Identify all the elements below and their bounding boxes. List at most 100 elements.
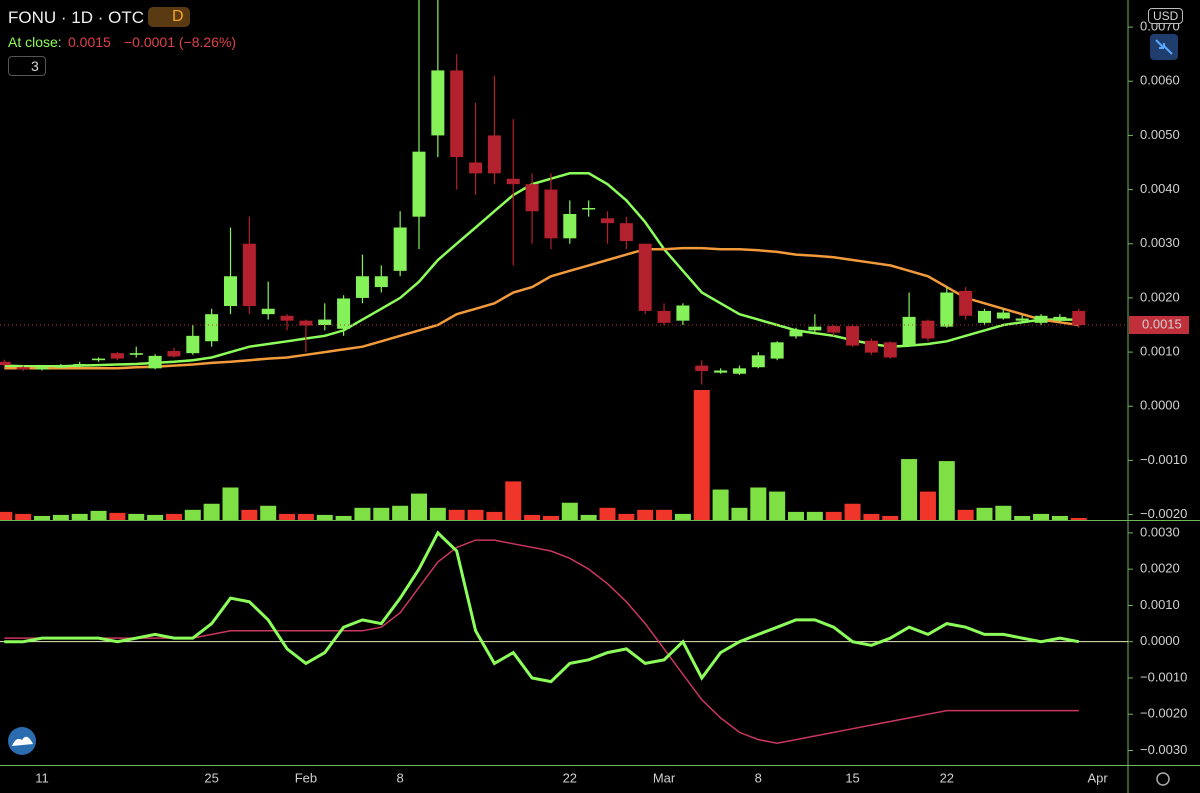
volume-bar xyxy=(656,509,673,520)
volume-bar xyxy=(1051,515,1068,520)
volume-bar xyxy=(354,507,371,520)
session-badge[interactable]: D xyxy=(148,7,190,27)
candle-body xyxy=(355,276,369,298)
volume-bar xyxy=(674,513,691,520)
y-tick-label: 0.0030 xyxy=(1140,524,1180,539)
y-tick-label: 0.0030 xyxy=(1140,235,1180,250)
candle-body xyxy=(73,364,87,367)
volume-bar xyxy=(1033,513,1050,520)
candle-body xyxy=(525,184,539,212)
close-change: −0.0001 (−8.26%) xyxy=(124,34,237,50)
candle-body xyxy=(827,326,841,333)
volume-bar xyxy=(222,487,239,520)
volume-bar xyxy=(34,515,50,520)
volume-bar xyxy=(599,507,616,520)
volume-bar xyxy=(1014,515,1031,520)
candle-body xyxy=(846,326,860,346)
volume-bar xyxy=(712,489,729,520)
volume-bar xyxy=(863,513,880,520)
volume-bar xyxy=(241,509,258,520)
indicator-toggle[interactable]: 3 xyxy=(8,56,46,76)
candle-body xyxy=(506,178,520,185)
volume-bar xyxy=(467,509,484,520)
candle-body xyxy=(1034,315,1048,323)
last-price-tag xyxy=(1129,316,1189,334)
volume-bar xyxy=(750,487,767,520)
candle-body xyxy=(431,70,445,136)
candle-body xyxy=(186,335,200,354)
candle-body xyxy=(695,365,709,372)
y-tick-label: 0.0050 xyxy=(1140,127,1180,142)
y-tick-label: 0.0020 xyxy=(1140,289,1180,304)
volume-bar xyxy=(844,503,861,520)
candle-body xyxy=(751,355,765,368)
currency-label[interactable]: USD xyxy=(1148,8,1184,24)
volume-bar xyxy=(429,507,446,520)
candle-body xyxy=(883,342,897,358)
volume-bar xyxy=(505,481,522,520)
volume-bar xyxy=(580,514,597,520)
x-tick-label: Apr xyxy=(1087,770,1108,785)
volume-bar xyxy=(165,513,182,520)
last-price-label: 0.0015 xyxy=(1142,316,1182,331)
logo-cloud xyxy=(12,736,33,746)
candle-body xyxy=(1053,316,1067,321)
x-tick-label: Mar xyxy=(653,770,676,785)
x-tick-label: 22 xyxy=(563,770,577,785)
candle-body xyxy=(978,310,991,323)
candle-body xyxy=(16,367,30,370)
volume-bar xyxy=(976,507,993,520)
candle-body xyxy=(582,208,596,210)
candle-body xyxy=(280,315,294,321)
settings-icon[interactable] xyxy=(1156,772,1170,786)
volume-bar xyxy=(938,461,955,520)
candle-body xyxy=(261,308,275,315)
volume-bar xyxy=(995,505,1012,520)
volume-bar xyxy=(90,510,107,520)
candle-body xyxy=(601,218,614,224)
candle-body xyxy=(167,351,181,357)
candle-body xyxy=(110,353,124,359)
volume-bar xyxy=(693,390,710,520)
candle-body xyxy=(902,316,916,346)
volume-bar xyxy=(806,511,823,520)
scale-toggle-icon xyxy=(1155,39,1173,55)
candle-body xyxy=(35,367,49,370)
candle-body xyxy=(1015,318,1029,321)
volume-bar xyxy=(919,491,936,520)
x-tick-label: Feb xyxy=(295,770,317,785)
volume-bar xyxy=(203,503,220,520)
volume-bar xyxy=(109,512,126,520)
volume-bar xyxy=(184,509,201,520)
volume-bar xyxy=(448,509,465,520)
volume-bar xyxy=(0,511,13,520)
candle-body xyxy=(54,366,68,368)
candle-body xyxy=(940,292,954,327)
volume-bar xyxy=(618,513,635,520)
candle-body xyxy=(808,326,822,331)
candle-body xyxy=(374,276,388,288)
candle-body xyxy=(450,70,464,158)
volume-bar xyxy=(71,513,88,520)
candle-body xyxy=(337,298,351,329)
volume-bar xyxy=(260,505,277,520)
candle-body xyxy=(299,320,313,326)
y-tick-label: −0.0020 xyxy=(1140,706,1187,721)
candle-body xyxy=(318,319,332,325)
y-tick-label: −0.0020 xyxy=(1140,506,1187,521)
candle-body xyxy=(224,276,237,307)
y-tick-label: 0.0020 xyxy=(1140,561,1180,576)
y-tick-label: 0.0040 xyxy=(1140,181,1180,196)
y-tick-label: −0.0030 xyxy=(1140,742,1187,757)
x-tick-label: 8 xyxy=(755,770,762,785)
candle-body xyxy=(996,312,1010,319)
volume-bar xyxy=(147,514,164,520)
volume-bar xyxy=(637,509,654,520)
indicator-line xyxy=(4,246,1079,370)
candle-body xyxy=(469,162,483,174)
volume-bar xyxy=(128,513,145,520)
candle-body xyxy=(412,151,426,217)
volume-bar xyxy=(335,515,352,520)
volume-bar xyxy=(957,509,974,520)
